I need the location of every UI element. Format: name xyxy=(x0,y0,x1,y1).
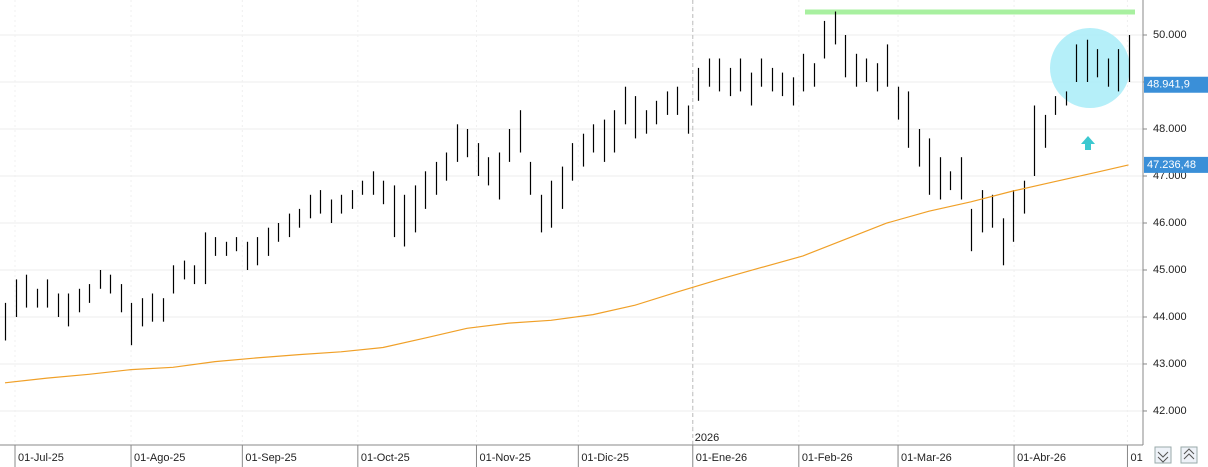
y-tick-label: 45.000 xyxy=(1153,264,1187,276)
y-tick-label: 42.000 xyxy=(1153,405,1187,417)
x-tick-label: 01-Mar-26 xyxy=(901,452,952,464)
highlight-circle xyxy=(1050,28,1130,108)
price-label-box xyxy=(1144,76,1208,93)
x-tick-label: 01-Oct-25 xyxy=(361,452,410,464)
price-label-box xyxy=(1144,156,1208,173)
x-tick-label: 01-Abr-26 xyxy=(1017,452,1066,464)
scroll-icon xyxy=(1157,451,1169,463)
year-label: 2026 xyxy=(695,432,719,444)
marks xyxy=(4,9,1135,384)
moving-average xyxy=(4,164,1129,384)
price-label: 48.941,9 xyxy=(1147,79,1190,91)
y-tick-label: 50.000 xyxy=(1153,29,1187,41)
y-tick-label: 43.000 xyxy=(1153,358,1187,370)
scroll-button[interactable] xyxy=(1180,446,1198,464)
axes: 42.000 43.000 44.000 45.000 46.000 47.000 48.0… xyxy=(14,29,1208,467)
x-tick-label: 01-Sep-25 xyxy=(245,452,296,464)
scroll-icon xyxy=(1183,448,1195,460)
up-arrow xyxy=(1081,136,1095,150)
grid xyxy=(0,0,1143,445)
price-label: 47.236,48 xyxy=(1147,159,1196,171)
x-tick-label: 01-Dic-25 xyxy=(581,452,629,464)
x-tick-label: 01-Ago-25 xyxy=(134,452,185,464)
y-tick-label: 46.000 xyxy=(1153,217,1187,229)
x-tick-label: 01-Feb-26 xyxy=(802,452,853,464)
x-tick-label: 01-Ene-26 xyxy=(696,452,747,464)
y-tick-label: 44.000 xyxy=(1153,311,1187,323)
y-tick-label: 47.000 xyxy=(1153,170,1187,182)
x-tick-label: 01-Jul-25 xyxy=(18,452,64,464)
x-tick-label: 01 xyxy=(1130,452,1142,464)
x-tick-label: 01-Nov-25 xyxy=(479,452,530,464)
y-tick-label: 48.000 xyxy=(1153,123,1187,135)
scroll-button[interactable] xyxy=(1154,446,1172,464)
